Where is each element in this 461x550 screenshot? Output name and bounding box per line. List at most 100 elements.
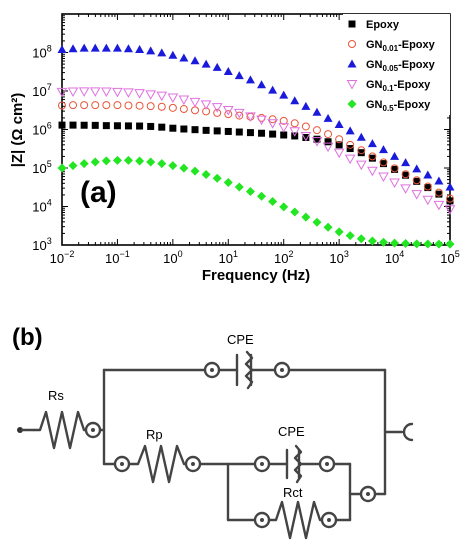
data-point	[57, 44, 67, 53]
data-point	[434, 239, 444, 249]
x-tick-label: 102	[274, 249, 293, 266]
data-point	[423, 239, 433, 249]
data-point	[257, 80, 267, 89]
data-point	[368, 154, 376, 162]
data-point	[80, 101, 89, 110]
data-point	[224, 127, 232, 135]
data-point	[179, 163, 189, 173]
data-point	[168, 161, 178, 171]
data-point	[312, 107, 322, 116]
data-point	[190, 166, 200, 176]
x-tick-labels: 10−2 10−1 100 101 102 103 104 105	[50, 249, 460, 266]
data-point	[290, 119, 299, 128]
data-point	[268, 196, 278, 206]
y-tick-label: 105	[32, 159, 51, 176]
data-point	[224, 110, 233, 119]
data-point	[390, 238, 400, 248]
data-point	[424, 184, 432, 192]
data-point	[357, 149, 365, 157]
data-point	[268, 85, 278, 94]
node-rs-dot	[91, 428, 95, 432]
data-point	[245, 112, 256, 122]
node-cpe-mid-right-dot	[325, 462, 329, 466]
y-axis-label: |Z| (Ω cm²)	[9, 93, 26, 168]
y-tick-label: 106	[32, 121, 51, 138]
data-point	[200, 100, 212, 110]
data-point	[79, 43, 89, 52]
panel-a-label: (a)	[80, 176, 117, 209]
data-point	[124, 122, 132, 130]
data-point	[378, 145, 388, 154]
data-point	[335, 135, 344, 144]
data-point	[379, 158, 388, 167]
data-point	[446, 197, 454, 205]
data-point	[123, 44, 133, 53]
data-point	[68, 161, 78, 171]
data-point	[401, 239, 411, 249]
data-point	[78, 87, 90, 97]
data-point	[146, 46, 156, 55]
data-point	[290, 207, 300, 217]
data-point	[235, 128, 243, 136]
data-point	[446, 194, 454, 203]
x-tick-label: 10−1	[105, 249, 130, 266]
data-point	[135, 101, 144, 110]
data-point	[324, 138, 332, 146]
data-point	[57, 163, 67, 173]
data-point	[256, 115, 267, 126]
data-point	[323, 113, 333, 122]
node-rct-left-dot	[260, 518, 264, 522]
data-point	[390, 164, 399, 173]
rct-resistor	[267, 500, 324, 540]
data-point	[257, 191, 267, 201]
data-point	[146, 102, 155, 111]
legend-label: GN0.1-Epoxy	[366, 79, 431, 93]
data-point	[91, 121, 99, 129]
data-point	[389, 178, 400, 189]
y-tick-label: 103	[32, 236, 51, 253]
data-point	[80, 121, 88, 129]
data-point	[356, 234, 366, 244]
series-gn0-05-epoxy	[57, 43, 455, 191]
data-point	[201, 59, 211, 68]
data-point	[191, 106, 200, 115]
data-point	[168, 103, 177, 112]
series-gn0-1-epoxy	[56, 87, 456, 215]
data-point	[267, 119, 278, 129]
data-point	[301, 101, 311, 110]
data-point	[268, 115, 277, 124]
data-point	[201, 169, 211, 179]
data-point	[344, 154, 356, 165]
data-point	[245, 187, 255, 197]
data-point	[412, 164, 422, 173]
legend-label: Epoxy	[366, 19, 400, 31]
rp-label: Rp	[146, 427, 163, 442]
legend-marker	[348, 20, 356, 28]
data-point	[313, 135, 321, 143]
data-point	[89, 87, 101, 97]
input-terminal	[17, 427, 23, 433]
data-point	[113, 122, 121, 130]
data-point	[112, 155, 122, 165]
data-point	[68, 44, 78, 53]
legend-marker	[346, 80, 358, 90]
data-point	[390, 151, 400, 160]
panel-b-label: (b)	[12, 324, 43, 351]
node-rct-right-dot	[327, 518, 331, 522]
cpe-top-label: CPE	[227, 332, 254, 347]
data-point	[79, 159, 89, 169]
data-point	[423, 182, 432, 191]
data-point	[378, 237, 388, 247]
legend: Epoxy GN0.01-Epoxy GN0.05-Epoxy GN0.1-Epoxy…	[343, 14, 450, 115]
data-point	[435, 190, 443, 198]
data-point	[312, 126, 321, 135]
data-point	[258, 129, 266, 137]
data-point	[290, 96, 300, 105]
data-point	[101, 43, 111, 52]
data-point	[422, 195, 434, 206]
data-point	[69, 101, 78, 110]
data-point	[169, 124, 177, 132]
data-point	[213, 108, 222, 117]
data-point	[367, 139, 377, 148]
